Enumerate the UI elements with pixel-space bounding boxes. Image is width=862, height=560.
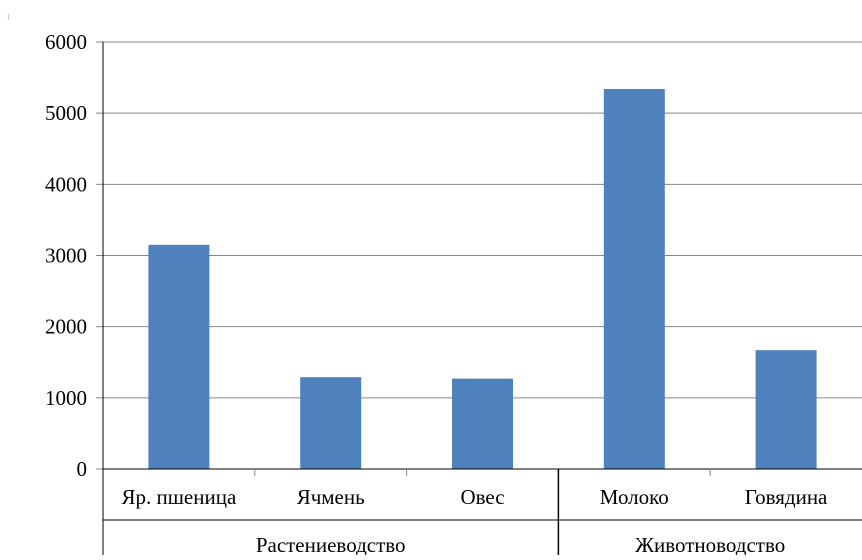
corner-mark: 1 <box>6 12 11 22</box>
category-label: Яр. пшеница <box>122 485 237 509</box>
y-tick-label: 0 <box>77 457 88 481</box>
y-tick-label: 5000 <box>45 101 87 125</box>
y-tick-label: 3000 <box>45 244 87 268</box>
bar <box>148 244 210 469</box>
y-tick-label: 4000 <box>45 172 87 196</box>
category-labels: Яр. пшеница Ячмень Овес Молоко Говядина <box>122 485 829 509</box>
y-tick-labels: 0 1000 2000 3000 4000 5000 6000 <box>45 30 87 481</box>
axes <box>96 41 862 555</box>
bar <box>300 377 362 469</box>
bar <box>755 350 817 469</box>
group-label: Растениеводство <box>256 533 406 555</box>
group-labels: Растениеводство Животноводство <box>256 533 785 557</box>
bars <box>148 88 817 469</box>
y-tick-label: 6000 <box>45 30 87 54</box>
y-tick-label: 2000 <box>45 315 87 339</box>
y-tick-label: 1000 <box>45 386 87 410</box>
gridlines <box>103 41 862 399</box>
bar <box>452 378 513 469</box>
category-label: Говядина <box>745 485 828 509</box>
group-label: Животноводство <box>635 533 785 555</box>
bar <box>603 88 665 469</box>
category-label: Ячмень <box>297 485 365 509</box>
category-label: Овес <box>460 485 504 509</box>
category-label: Молоко <box>600 485 669 509</box>
